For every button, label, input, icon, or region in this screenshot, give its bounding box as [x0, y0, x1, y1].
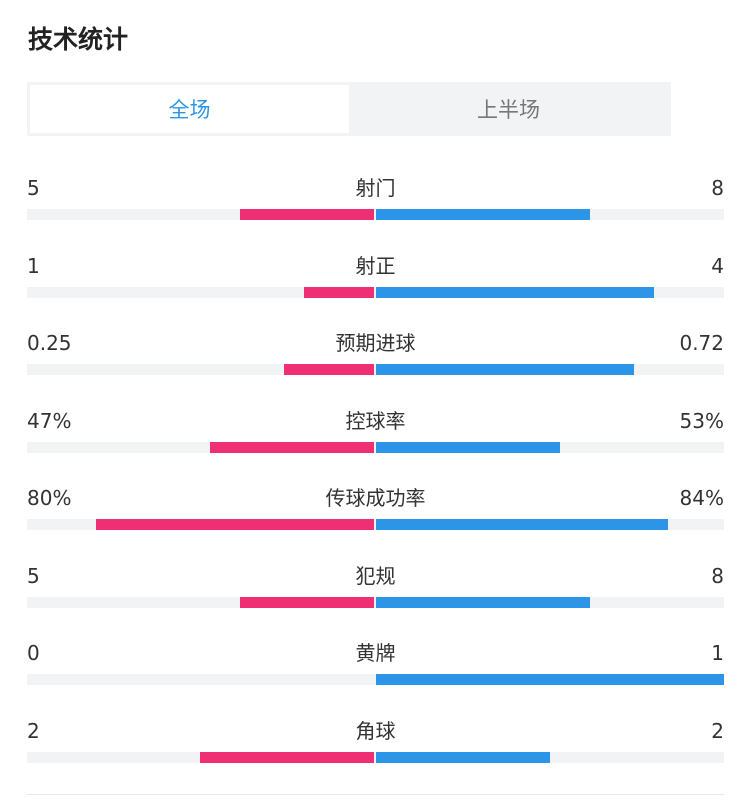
away-bar [376, 751, 550, 763]
away-value: 53% [679, 408, 724, 433]
stat-label: 射门 [355, 176, 396, 200]
home-value: 5 [27, 563, 40, 588]
divider [27, 794, 724, 795]
stat-label: 控球率 [345, 408, 406, 433]
stat-label: 传球成功率 [325, 486, 426, 510]
home-bar [304, 286, 374, 298]
away-value: 1 [711, 641, 724, 665]
home-bar [240, 596, 374, 608]
home-value: 47% [27, 408, 72, 433]
stat-label: 预期进球 [335, 331, 416, 355]
home-value: 0 [27, 641, 40, 665]
tab-first-half[interactable]: 上半场 [477, 98, 540, 122]
stat-row: 47% 控球率 53% [27, 408, 724, 468]
away-value: 0.72 [679, 331, 724, 355]
stat-track [27, 364, 724, 375]
stat-row: 1 射正 4 [27, 253, 724, 313]
stat-track [27, 674, 724, 685]
home-value: 0.25 [27, 331, 72, 355]
stat-track [27, 596, 724, 608]
home-bar [284, 364, 374, 375]
stat-track [27, 751, 724, 763]
home-value: 2 [27, 718, 40, 743]
away-value: 8 [711, 176, 724, 200]
stat-row: 5 射门 8 [27, 175, 724, 235]
tab-full-match[interactable]: 全场 [30, 85, 349, 133]
stat-row: 0.25 预期进球 0.72 [27, 330, 724, 390]
stat-track [27, 286, 724, 298]
stat-row: 0 黄牌 1 [27, 640, 724, 700]
stat-track [27, 441, 724, 453]
stat-label: 角球 [355, 718, 396, 743]
away-bar [376, 519, 669, 530]
away-value: 2 [711, 718, 724, 743]
home-value: 80% [27, 486, 72, 510]
away-bar [376, 596, 591, 608]
home-value: 1 [27, 253, 40, 278]
page-title: 技术统计 [28, 25, 129, 54]
away-bar [376, 441, 561, 453]
home-value: 5 [27, 176, 40, 200]
home-bar [210, 441, 374, 453]
stat-row: 5 犯规 8 [27, 563, 724, 623]
away-bar [376, 364, 635, 375]
away-value: 4 [711, 253, 724, 278]
stat-row: 2 角球 2 [27, 718, 724, 778]
home-bar [240, 209, 374, 220]
home-bar [95, 519, 374, 530]
stat-track [27, 519, 724, 530]
home-bar [200, 751, 374, 763]
away-bar [376, 209, 591, 220]
stat-label: 射正 [355, 253, 396, 278]
stat-label: 黄牌 [355, 641, 396, 665]
stat-track [27, 209, 724, 220]
away-bar [376, 286, 655, 298]
stat-row: 80% 传球成功率 84% [27, 485, 724, 545]
stat-label: 犯规 [355, 563, 396, 588]
away-value: 8 [711, 563, 724, 588]
period-tabs: 全场 上半场 [27, 82, 671, 136]
away-value: 84% [679, 486, 724, 510]
away-bar [376, 674, 724, 685]
